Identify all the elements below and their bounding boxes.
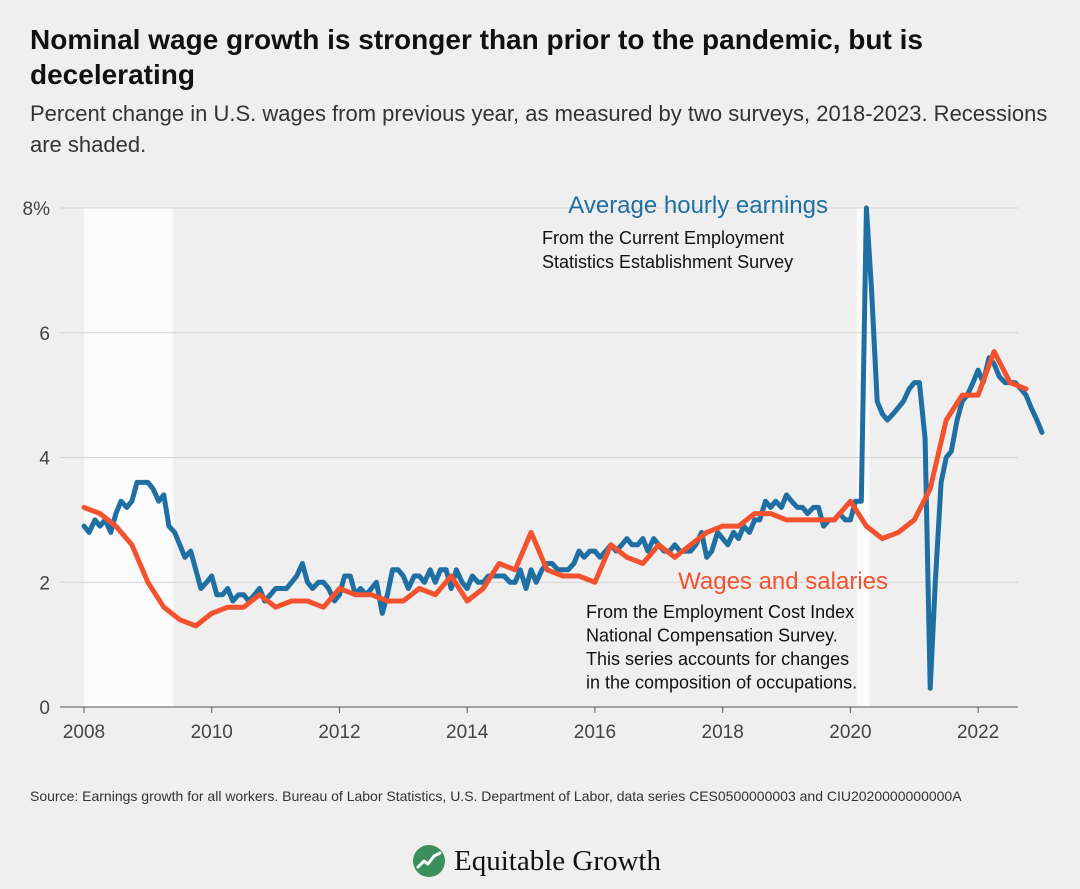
wages-series-line (81, 349, 1029, 629)
wages-annotation-line: This series accounts for changes (586, 649, 849, 669)
y-tick-label: 4 (39, 449, 50, 470)
wages-annotation-title: Wages and salaries (678, 568, 888, 595)
y-tick-label: 2 (39, 573, 50, 594)
x-tick-label: 2014 (446, 722, 489, 743)
ahe-series-line (81, 205, 1045, 691)
wages-annotation-line: in the composition of occupations. (586, 673, 857, 693)
ahe-annotation-line: Statistics Establishment Survey (542, 252, 793, 272)
chart-subtitle: Percent change in U.S. wages from previo… (30, 101, 1048, 157)
y-tick-label: 0 (39, 698, 50, 719)
x-tick-label: 2018 (702, 722, 744, 743)
wages-annotation-line: From the Employment Cost Index (586, 602, 854, 622)
x-tick-label: 2008 (63, 722, 105, 743)
x-tick-label: 2010 (191, 722, 233, 743)
ahe-annotation-line: From the Current Employment (542, 228, 784, 248)
y-tick-label: 8% (23, 199, 51, 220)
brand-name: Equitable Growth (454, 844, 661, 877)
x-tick-label: 2022 (957, 722, 999, 743)
brand-logo: Equitable Growth (412, 841, 661, 881)
x-tick-label: 2012 (318, 722, 360, 743)
ahe-annotation-title: Average hourly earnings (568, 192, 828, 219)
x-tick-label: 2020 (829, 722, 871, 743)
chart-title: Nominal wage growth is stronger than pri… (30, 24, 923, 90)
x-tick-label: 2016 (574, 722, 616, 743)
growth-line-icon (413, 845, 445, 877)
wages-annotation-line: National Compensation Survey. (586, 626, 838, 646)
line-chart: 0 2 4 6 8% 2008 2010 2012 2014 2016 2018 2020 2022 Av… (23, 192, 1045, 743)
y-tick-label: 6 (39, 324, 50, 345)
source-note: Source: Earnings growth for all workers.… (30, 788, 962, 804)
